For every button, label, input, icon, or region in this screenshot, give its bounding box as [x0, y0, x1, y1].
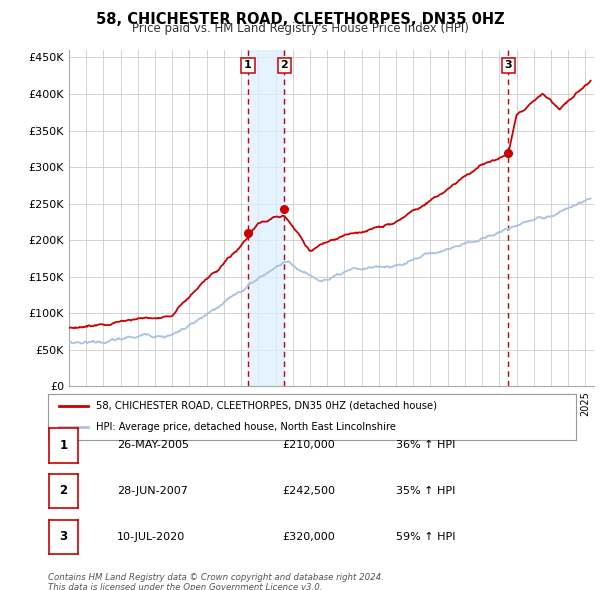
Text: 2: 2	[280, 60, 288, 70]
Text: 1: 1	[59, 439, 68, 452]
Text: 58, CHICHESTER ROAD, CLEETHORPES, DN35 0HZ: 58, CHICHESTER ROAD, CLEETHORPES, DN35 0…	[95, 12, 505, 27]
Text: £242,500: £242,500	[282, 486, 335, 496]
Text: £320,000: £320,000	[282, 532, 335, 542]
Text: 26-MAY-2005: 26-MAY-2005	[117, 441, 189, 450]
Text: £210,000: £210,000	[282, 441, 335, 450]
Text: This data is licensed under the Open Government Licence v3.0.: This data is licensed under the Open Gov…	[48, 583, 323, 590]
Text: Contains HM Land Registry data © Crown copyright and database right 2024.: Contains HM Land Registry data © Crown c…	[48, 573, 384, 582]
Text: 3: 3	[59, 530, 68, 543]
Text: 36% ↑ HPI: 36% ↑ HPI	[396, 441, 455, 450]
Text: 28-JUN-2007: 28-JUN-2007	[117, 486, 188, 496]
Text: HPI: Average price, detached house, North East Lincolnshire: HPI: Average price, detached house, Nort…	[95, 422, 395, 432]
Text: 2: 2	[59, 484, 68, 497]
Text: 35% ↑ HPI: 35% ↑ HPI	[396, 486, 455, 496]
Text: 1: 1	[244, 60, 252, 70]
Text: 10-JUL-2020: 10-JUL-2020	[117, 532, 185, 542]
Text: 3: 3	[505, 60, 512, 70]
Text: Price paid vs. HM Land Registry's House Price Index (HPI): Price paid vs. HM Land Registry's House …	[131, 22, 469, 35]
Text: 59% ↑ HPI: 59% ↑ HPI	[396, 532, 455, 542]
Text: 58, CHICHESTER ROAD, CLEETHORPES, DN35 0HZ (detached house): 58, CHICHESTER ROAD, CLEETHORPES, DN35 0…	[95, 401, 437, 411]
Bar	[248, 50, 284, 386]
